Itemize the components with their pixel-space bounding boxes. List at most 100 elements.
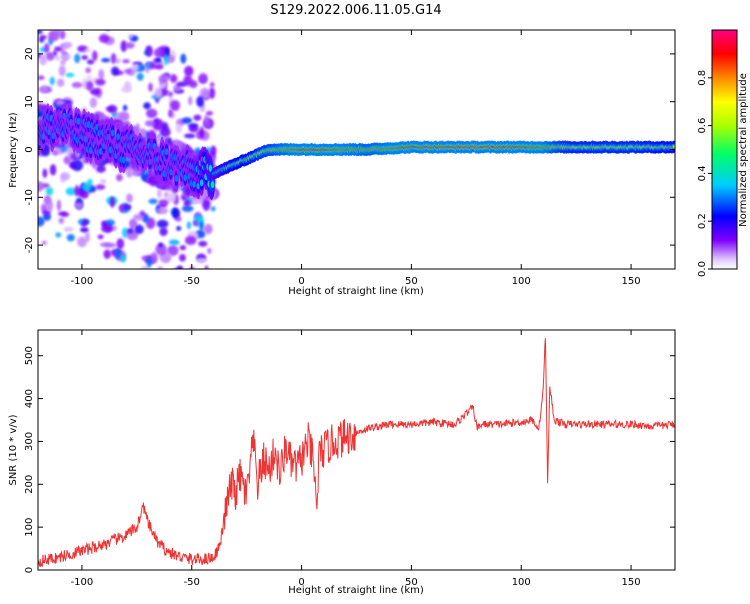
heatmap-cell	[58, 65, 66, 77]
snr-x-tick-label: 50	[405, 577, 418, 588]
heatmap-cell	[188, 96, 193, 106]
colorbar-tick-label: 0.6	[697, 118, 708, 134]
heatmap-cell	[178, 253, 186, 262]
snr-x-tick-label: -50	[184, 577, 200, 588]
snr-series-line	[38, 338, 675, 568]
heatmap-cell	[51, 149, 59, 156]
heatmap-cell	[116, 238, 125, 250]
heatmap-cell	[199, 76, 207, 83]
snr-x-tick-label: 0	[298, 577, 304, 588]
heatmap-cell	[126, 193, 133, 203]
heatmap-cell	[57, 211, 67, 216]
heatmap-cell	[134, 224, 144, 235]
figure-title: S129.2022.006.11.05.G14	[270, 3, 441, 18]
heatmap-cell	[62, 41, 73, 49]
heatmap-cell	[203, 223, 213, 235]
heatmap-cell	[56, 30, 61, 37]
heatmap-layer	[38, 21, 675, 269]
heatmap-cell	[82, 77, 87, 90]
heatmap-y-tick-label: 20	[24, 48, 35, 61]
heatmap-cell	[154, 64, 164, 70]
heatmap-cell	[143, 102, 151, 110]
snr-y-tick-label: 500	[24, 346, 35, 365]
heatmap-cell	[59, 59, 66, 66]
heatmap-cell	[115, 247, 122, 259]
heatmap-cell	[55, 54, 60, 61]
heatmap-cell	[170, 100, 181, 111]
heatmap-cell	[164, 255, 170, 263]
heatmap-cell	[77, 236, 87, 248]
heatmap-cell	[173, 268, 178, 269]
heatmap-cell	[171, 207, 179, 219]
heatmap-cell	[98, 33, 110, 43]
colorbar-tick-label: 0.0	[697, 261, 708, 277]
heatmap-cell	[204, 114, 209, 124]
heatmap-cell	[107, 104, 118, 114]
heatmap-cell	[179, 245, 187, 251]
snr-x-tick-label: 150	[622, 577, 641, 588]
heatmap-cell	[117, 111, 130, 122]
heatmap-cell	[89, 97, 98, 109]
heatmap-cell	[131, 170, 142, 176]
heatmap-cell	[95, 165, 106, 173]
heatmap-cell	[79, 227, 89, 233]
heatmap-cell	[157, 188, 162, 199]
heatmap-cell	[168, 239, 180, 246]
heatmap-cell	[100, 179, 107, 184]
heatmap-cell	[120, 40, 127, 52]
heatmap-y-tick-label: -10	[24, 189, 35, 205]
heatmap-cell	[124, 42, 135, 49]
snr-frame	[37, 329, 676, 571]
heatmap-cell	[184, 235, 197, 245]
heatmap-cell	[98, 68, 105, 80]
snr-y-axis-label: SNR (10 * v/v)	[8, 414, 19, 485]
heatmap-cell	[65, 187, 77, 196]
heatmap-cell	[126, 166, 132, 178]
heatmap-cell	[81, 182, 92, 192]
colorbar-tick-label: 0.4	[697, 165, 708, 181]
heatmap-ridge-core	[164, 148, 169, 156]
heatmap-ridge-core	[174, 174, 179, 183]
heatmap-cell	[205, 110, 214, 116]
colorbar-ticks: 0.0 0.2 0.4 0.6 0.8	[697, 70, 712, 277]
heatmap-cell	[38, 75, 45, 80]
snr-y-tick-label: 400	[24, 389, 35, 408]
snr-y-tick-label: 300	[24, 432, 35, 451]
heatmap-cell	[188, 125, 199, 133]
heatmap-cell	[148, 82, 153, 92]
heatmap-cell	[103, 249, 111, 259]
heatmap-cell	[146, 108, 158, 119]
heatmap-cell	[74, 202, 84, 210]
heatmap-cell	[144, 50, 150, 56]
heatmap-cell	[183, 200, 191, 208]
snr-x-axis-label: Height of straight line (km)	[288, 585, 424, 596]
heatmap-cell	[105, 219, 115, 226]
heatmap-x-ticks: -100 -50 0 50 100 150	[71, 30, 641, 287]
heatmap-cell	[176, 81, 187, 87]
heatmap-y-tick-label: -20	[24, 237, 35, 253]
heatmap-cell	[95, 21, 101, 28]
heatmap-cell	[45, 52, 55, 61]
heatmap-cell	[56, 78, 65, 87]
heatmap-cell	[60, 53, 71, 61]
heatmap-cell	[95, 78, 106, 86]
heatmap-cell	[74, 53, 81, 64]
heatmap-cell	[85, 67, 92, 74]
heatmap-x-tick-label: 150	[622, 276, 641, 287]
heatmap-x-tick-label: 100	[512, 276, 531, 287]
heatmap-cell	[86, 59, 95, 65]
heatmap-x-tick-label: -50	[184, 276, 200, 287]
heatmap-x-tick-label: 0	[298, 276, 304, 287]
heatmap-cell	[95, 184, 106, 190]
colorbar-tick-label: 0.2	[697, 213, 708, 229]
colorbar	[712, 30, 737, 269]
heatmap-cell	[166, 192, 177, 203]
heatmap-cell	[38, 86, 48, 93]
heatmap-cell	[38, 53, 48, 66]
heatmap-cell	[120, 254, 127, 263]
heatmap-cell	[44, 43, 50, 53]
heatmap-cell	[126, 228, 134, 234]
heatmap-cell	[101, 58, 111, 63]
heatmap-cell	[38, 112, 44, 117]
heatmap-cell	[157, 266, 164, 269]
